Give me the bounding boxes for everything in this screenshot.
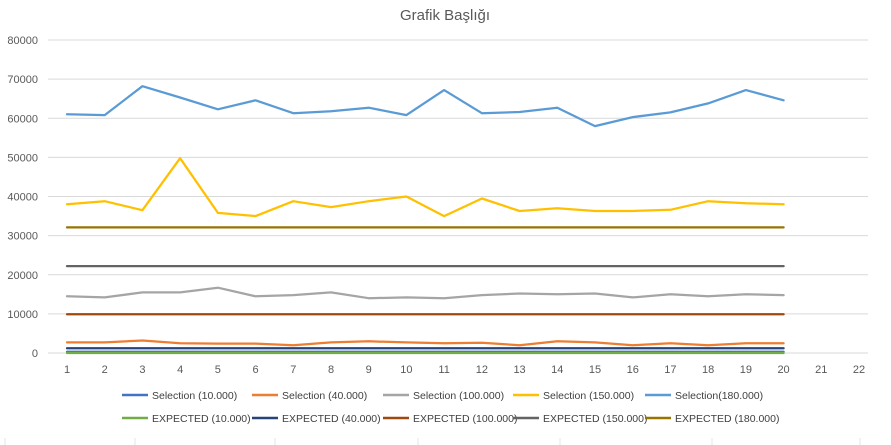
legend: Selection (10.000) Selection (40.000) Sele…: [122, 390, 779, 425]
x-tick-label: 21: [815, 364, 827, 376]
legend-label: EXPECTED (100.000): [413, 413, 517, 425]
x-tick-label: 19: [740, 364, 752, 376]
x-tick-label: 8: [328, 364, 334, 376]
legend-item: Selection(180.000): [645, 390, 763, 402]
y-tick-label: 20000: [7, 270, 38, 282]
y-tick-label: 60000: [7, 113, 38, 125]
legend-label: Selection (40.000): [282, 390, 367, 402]
x-tick-label: 22: [853, 364, 865, 376]
legend-label: EXPECTED (10.000): [152, 413, 251, 425]
series-line-1: [65, 339, 785, 347]
series-lines: [65, 85, 785, 355]
legend-item: EXPECTED (150.000): [513, 413, 647, 425]
x-tick-label: 18: [702, 364, 714, 376]
legend-label: Selection(180.000): [675, 390, 763, 402]
x-tick-label: 15: [589, 364, 601, 376]
y-tick-label: 30000: [7, 231, 38, 243]
x-tick-label: 2: [102, 364, 108, 376]
legend-label: EXPECTED (150.000): [543, 413, 647, 425]
legend-item: Selection (150.000): [513, 390, 634, 402]
series-line-4: [65, 85, 785, 128]
x-tick-label: 11: [438, 364, 449, 376]
legend-item: EXPECTED (10.000): [122, 413, 251, 425]
legend-item: Selection (100.000): [383, 390, 504, 402]
y-tick-label: 80000: [7, 35, 38, 47]
y-tick-label: 50000: [7, 152, 38, 164]
x-tick-label: 3: [139, 364, 145, 376]
legend-item: Selection (10.000): [122, 390, 237, 402]
x-axis-tick-labels: 1 2 3 4 5 6 7 8 9 10 11 12 13 14 15 16 17 18 19 20 21 22: [64, 364, 865, 376]
x-tick-label: 16: [627, 364, 639, 376]
x-tick-label: 12: [476, 364, 488, 376]
x-tick-label: 7: [290, 364, 296, 376]
legend-label: Selection (100.000): [413, 390, 504, 402]
legend-label: Selection (150.000): [543, 390, 634, 402]
x-tick-label: 20: [777, 364, 789, 376]
series-line-3: [65, 157, 785, 218]
legend-item: Selection (40.000): [252, 390, 367, 402]
x-tick-label: 14: [551, 364, 563, 376]
legend-item: EXPECTED (100.000): [383, 413, 517, 425]
x-tick-label: 4: [177, 364, 183, 376]
x-tick-label: 13: [513, 364, 525, 376]
legend-label: EXPECTED (180.000): [675, 413, 779, 425]
y-tick-label: 40000: [7, 192, 38, 204]
bottom-edge-markers: [4, 438, 861, 445]
y-tick-label: 10000: [7, 309, 38, 321]
grid-lines: [48, 39, 868, 354]
y-tick-label: 0: [32, 348, 38, 360]
chart-title: Grafik Başlığı: [400, 7, 490, 24]
x-tick-label: 5: [215, 364, 221, 376]
series-line-2: [65, 286, 785, 300]
legend-label: Selection (10.000): [152, 390, 237, 402]
x-tick-label: 10: [400, 364, 412, 376]
x-tick-label: 1: [64, 364, 70, 376]
legend-label: EXPECTED (40.000): [282, 413, 381, 425]
legend-item: EXPECTED (40.000): [252, 413, 381, 425]
x-tick-label: 6: [253, 364, 259, 376]
x-tick-label: 17: [664, 364, 676, 376]
y-tick-label: 70000: [7, 74, 38, 86]
x-tick-label: 9: [366, 364, 372, 376]
legend-item: EXPECTED (180.000): [645, 413, 779, 425]
y-axis-tick-labels: 0 10000 20000 30000 40000 50000 60000 70000 8000…: [7, 35, 38, 360]
